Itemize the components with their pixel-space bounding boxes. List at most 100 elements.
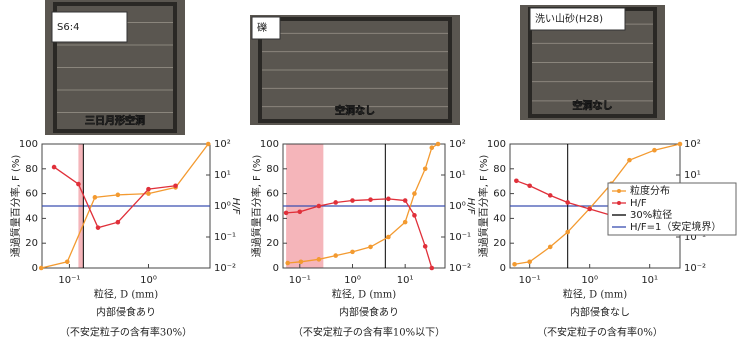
y-tick-label: 100	[487, 139, 506, 150]
legend-label: H/F=1（安定境界）	[630, 220, 721, 233]
data-point	[350, 198, 355, 203]
photo-tag: 洗い山砂(H28)	[535, 12, 603, 25]
data-point	[297, 209, 302, 214]
y-tick-label: 80	[25, 164, 38, 175]
data-point	[76, 182, 81, 187]
y2-tick-label: 10⁻²	[684, 263, 706, 274]
data-point	[96, 225, 101, 230]
data-point	[146, 187, 151, 192]
y-tick-label: 0	[273, 263, 279, 274]
data-point	[652, 148, 657, 153]
x-tick-label: 10⁰	[344, 275, 361, 286]
legend-dot	[617, 189, 621, 193]
legend-label: 30%粒径	[630, 208, 672, 221]
y-axis-label: 通過質量百分率, F (%)	[9, 155, 22, 258]
result-title: 内部侵食あり	[339, 306, 399, 319]
y-axis-label: 通過質量百分率, F (%)	[250, 155, 263, 258]
y2-tick-label: 10⁻¹	[449, 232, 471, 243]
data-point	[116, 193, 121, 198]
data-point	[93, 195, 98, 200]
x-axis-label: 粒径, D (mm)	[94, 288, 158, 301]
y-tick-label: 100	[19, 139, 38, 150]
page: {"chart_data": [ {"type": "line", "photo…	[0, 0, 746, 345]
data-point	[514, 178, 519, 183]
data-point	[146, 191, 151, 196]
y-tick-label: 80	[266, 164, 279, 175]
data-point	[429, 145, 434, 150]
data-point	[52, 165, 57, 170]
legend-label: H/F	[630, 198, 647, 209]
figure: S6:4 三日月形空洞 0 20 40 60 80 100 10⁻² 10⁻¹ 10⁰ 10¹ 10² 1…	[0, 0, 746, 345]
data-point	[627, 158, 632, 163]
x-tick-label: 10¹	[641, 275, 658, 286]
data-point	[412, 191, 417, 196]
data-point	[512, 262, 517, 267]
y-tick-label: 60	[25, 189, 38, 200]
data-point	[173, 183, 178, 188]
y2-tick-label: 10⁰	[214, 201, 231, 212]
x-tick-label: 10⁻¹	[58, 275, 80, 286]
data-point	[368, 245, 373, 250]
x-tick-label: 10⁻¹	[289, 275, 311, 286]
photo-caption: 空洞なし	[573, 99, 613, 112]
y-tick-label: 20	[493, 238, 506, 249]
y-tick-label: 0	[32, 263, 38, 274]
y2-tick-label: 10¹	[684, 170, 701, 181]
data-point	[412, 213, 417, 218]
y-tick-label: 20	[266, 238, 279, 249]
result-detail: （不安定粒子の含有率0%）	[537, 326, 663, 339]
y2-axis-label: H/F	[230, 198, 241, 215]
y2-tick-label: 10²	[214, 139, 231, 150]
y-tick-label: 20	[25, 238, 38, 249]
data-point	[368, 197, 373, 202]
y-tick-label: 40	[25, 213, 38, 224]
data-point	[285, 261, 290, 266]
data-point	[333, 200, 338, 205]
y2-tick-label: 10⁻²	[449, 263, 471, 274]
data-point	[65, 260, 70, 265]
series-line	[54, 167, 175, 228]
y-tick-label: 40	[493, 213, 506, 224]
photo-tag: S6:4	[57, 22, 79, 33]
x-tick-label: 10⁰	[140, 275, 157, 286]
legend-label: 粒度分布	[630, 184, 670, 197]
data-point	[386, 235, 391, 240]
y-tick-label: 60	[493, 189, 506, 200]
data-point	[299, 260, 304, 265]
x-tick-label: 10⁻¹	[519, 275, 541, 286]
y-tick-label: 80	[493, 164, 506, 175]
result-detail: （不安定粒子の含有率10%以下）	[293, 326, 445, 339]
data-point	[423, 167, 428, 172]
data-point	[565, 230, 570, 235]
y-tick-label: 0	[500, 263, 506, 274]
data-point	[284, 211, 289, 216]
y2-axis-label: H/F	[465, 198, 476, 215]
data-point	[548, 245, 553, 250]
y2-tick-label: 10⁻¹	[214, 232, 236, 243]
result-title: 内部侵食あり	[96, 306, 156, 319]
y-tick-label: 40	[266, 213, 279, 224]
data-point	[423, 244, 428, 249]
data-point	[548, 193, 553, 198]
y2-tick-label: 10²	[684, 139, 701, 150]
data-point	[317, 204, 322, 209]
data-point	[527, 260, 532, 265]
data-point	[206, 142, 211, 147]
data-point	[386, 197, 391, 202]
x-axis-label: 粒径, D (mm)	[332, 288, 396, 301]
x-tick-label: 10¹	[397, 275, 414, 286]
data-point	[403, 198, 408, 203]
x-tick-label: 10⁰	[581, 275, 598, 286]
y-tick-label: 60	[266, 189, 279, 200]
y-tick-label: 100	[260, 139, 279, 150]
photo-caption: 三日月形空洞	[85, 114, 145, 127]
y2-tick-label: 10²	[449, 139, 466, 150]
y2-tick-label: 10¹	[449, 170, 466, 181]
data-point	[116, 220, 121, 225]
x-axis-label: 粒径, D (mm)	[563, 288, 627, 301]
data-point	[333, 253, 338, 258]
photo-tag: 礫	[257, 21, 267, 34]
data-point	[565, 200, 570, 205]
legend-dot	[617, 201, 621, 205]
y2-tick-label: 10¹	[214, 170, 231, 181]
